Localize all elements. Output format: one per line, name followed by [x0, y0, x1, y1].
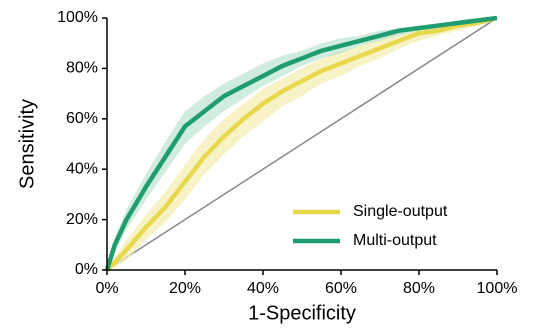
y-tick-label: 0% [75, 261, 98, 278]
x-tick-label: 100% [477, 280, 518, 297]
x-tick-label: 40% [247, 280, 279, 297]
y-tick-label: 80% [66, 60, 98, 77]
legend-label: Single-output [353, 203, 448, 220]
confidence-band [107, 18, 497, 270]
roc-line [104, 15, 498, 271]
x-tick-label: 20% [169, 280, 201, 297]
y-tick-label: 60% [66, 110, 98, 127]
y-tick-label: 40% [66, 160, 98, 177]
roc-line [105, 15, 498, 272]
x-tick-label: 80% [403, 280, 435, 297]
y-axis-title: Sensitivity [16, 99, 38, 189]
y-tick-label: 100% [57, 9, 98, 26]
legend-label: Multi-output [353, 232, 437, 249]
chance-line [106, 17, 498, 271]
x-axis-title: 1-Specificity [248, 302, 356, 324]
confidence-band [107, 18, 497, 270]
x-tick-label: 0% [95, 280, 118, 297]
x-tick-label: 60% [325, 280, 357, 297]
y-tick-label: 20% [66, 211, 98, 228]
